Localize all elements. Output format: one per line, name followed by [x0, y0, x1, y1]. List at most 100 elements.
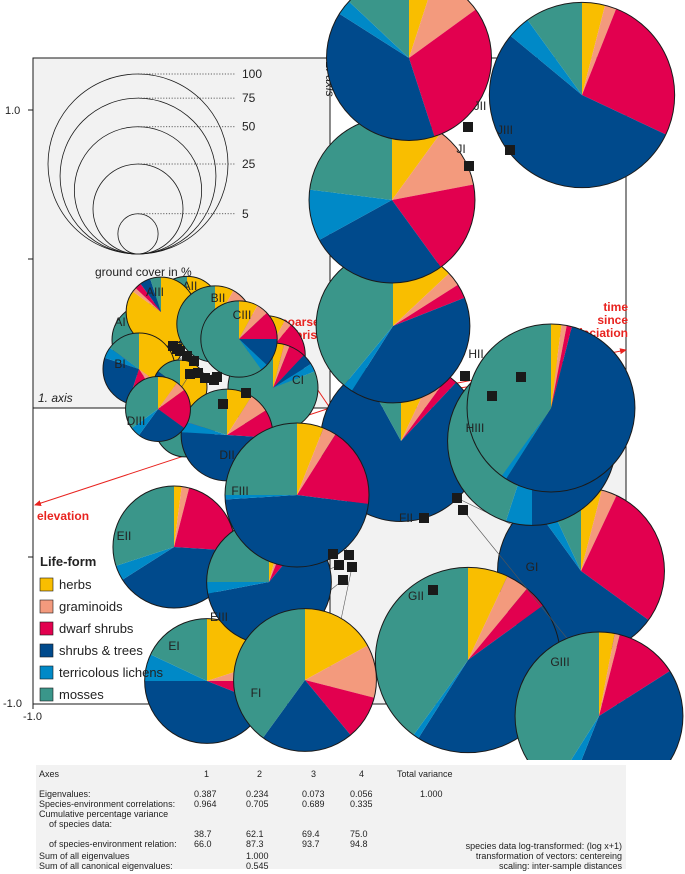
sample-marker-DII	[218, 399, 228, 409]
pie-slice-HIII-lichens	[501, 408, 551, 479]
pie-slice-AIII-shrubs	[140, 278, 161, 312]
pie-slice-AIII-dwarf	[135, 283, 161, 312]
lifeform-swatch-lichens	[39, 665, 54, 680]
pie-slice-JII-shrubs	[326, 13, 435, 141]
lifeform-swatch-herbs	[39, 577, 54, 592]
pie-slice-JIII-shrubs	[489, 35, 666, 188]
pie-slice-JII-lichens	[339, 1, 409, 59]
pie-slice-JIII-graminoids	[582, 5, 617, 95]
pie-JII	[326, 0, 492, 141]
pie-label-FI: FI	[251, 686, 262, 700]
size-legend-title: ground cover in %	[95, 265, 192, 279]
lifeform-label-mosses: mosses	[59, 687, 104, 702]
lifeform-label-herbs: herbs	[59, 577, 92, 592]
pie-slice-JII-mosses	[348, 0, 409, 58]
pie-label-DII: DII	[219, 448, 234, 462]
pie-slice-EI-mosses	[150, 618, 207, 681]
pie-slice-DIII-herbs	[158, 376, 178, 409]
pie-slice-JI-shrubs	[319, 200, 441, 283]
stats-cum-species-v1: 38.7	[194, 829, 212, 839]
stats-cum-env-v4: 94.8	[350, 839, 368, 849]
pie-slice-JII-graminoids	[409, 0, 476, 58]
stats-eigen-2: 0.234	[246, 789, 269, 799]
stats-eigen-label: Eigenvalues:	[39, 789, 91, 799]
pie-label-HII: HII	[468, 347, 483, 361]
connector-GIII	[462, 509, 571, 643]
pie-slice-HII-mosses	[316, 249, 393, 386]
pie-slice-HIII-graminoids	[551, 324, 567, 408]
pie-slice-EII-lichens	[115, 547, 174, 580]
pie-slice-GII-herbs	[468, 567, 508, 660]
pie-slice-GII-dwarf	[468, 588, 543, 660]
size-legend: 100 75 50 25 5	[47, 67, 262, 255]
pie-outline-DIII	[125, 376, 191, 442]
pie-slice-CIII-herbs	[239, 300, 258, 339]
stats-sum-canon-value: 0.545	[246, 861, 269, 871]
pie-FI	[233, 608, 377, 752]
sample-marker-FIII	[344, 550, 354, 560]
pie-slice-FII-dwarf	[401, 375, 457, 441]
pie-slice-GIII-graminoids	[599, 633, 620, 716]
sample-marker-GI	[452, 493, 462, 503]
pie-slice-FIII-dwarf	[297, 434, 369, 505]
stats-cum-species-label: of species data:	[49, 819, 113, 829]
pie-slice-EII-graminoids	[174, 486, 190, 547]
pie-slice-EII-herbs	[174, 485, 182, 547]
sample-marker-FI	[347, 562, 357, 572]
pie-slice-EI-shrubs	[144, 681, 265, 744]
pie-label-FII: FII	[399, 511, 413, 525]
sample-marker-GII	[428, 585, 438, 595]
pie-slice-FIII-herbs	[297, 423, 324, 495]
pie-EII	[112, 485, 236, 609]
pie-slice-FIII-lichens	[225, 495, 297, 500]
pie-slice-GII-lichens	[413, 660, 468, 739]
pie-slice-AIII-graminoids	[132, 288, 161, 312]
pie-slice-HII-shrubs	[351, 297, 470, 403]
pie-label-JIII: JIII	[497, 123, 513, 137]
pie-slice-GIII-shrubs	[581, 671, 683, 760]
pie-slice-BI-mosses	[109, 333, 139, 369]
pie-slice-CI-herbs	[273, 343, 285, 388]
pie-slice-HII-dwarf	[393, 284, 465, 326]
pie-slice-GIII-mosses	[515, 632, 599, 760]
stats-col-2: 2	[257, 769, 263, 779]
pie-slice-EII-mosses	[112, 485, 174, 566]
pie-outline-FIII	[224, 422, 370, 568]
pie-slice-FI-dwarf	[305, 680, 375, 736]
lifeform-swatch-dwarf	[39, 621, 54, 636]
sample-marker-EIII	[334, 560, 344, 570]
pie-slice-EII-shrubs	[122, 547, 235, 609]
sample-marker-CIII	[212, 372, 222, 382]
pie-slice-HII-lichens	[343, 326, 393, 391]
pie-slice-JI-dwarf	[392, 184, 475, 268]
pie-slice-HIII-mosses	[467, 324, 551, 476]
pie-slice-FIII-shrubs	[225, 495, 369, 567]
pie-slice-EIII-lichens	[206, 582, 269, 594]
pie-outline-HIII	[466, 323, 636, 493]
stats-cum-species-v2: 62.1	[246, 829, 264, 839]
sample-marker-BI	[182, 351, 192, 361]
sample-marker-AIII	[168, 341, 178, 351]
stats-corr-3: 0.689	[302, 799, 325, 809]
pie-slice-FI-mosses	[233, 608, 305, 738]
pie-slice-JIII-lichens	[510, 20, 582, 95]
statistics-table: Axes 1 2 3 4 Total variance Eigenvalues:…	[36, 765, 626, 871]
pie-slice-GIII-lichens	[571, 716, 599, 760]
pie-slice-CI-shrubs	[273, 355, 311, 388]
stats-eigen-3: 0.073	[302, 789, 325, 799]
vector-label-3: elevation	[37, 509, 89, 523]
stats-col-3: 3	[311, 769, 317, 779]
sample-marker-DI	[193, 368, 203, 378]
pie-slice-JII-dwarf	[409, 9, 492, 137]
stats-corr-label: Species-environment correlations:	[39, 799, 176, 809]
pie-label-JII: JII	[474, 99, 487, 113]
pie-slice-CIII-mosses	[200, 300, 262, 378]
lifeform-legend-title: Life-form	[40, 554, 96, 569]
stats-corr-1: 0.964	[194, 799, 217, 809]
pie-DIII	[125, 376, 191, 442]
lifeform-label-dwarf: dwarf shrubs	[59, 621, 134, 636]
pie-slice-HIII-herbs	[551, 324, 562, 408]
pie-outline-GIII	[514, 631, 684, 760]
pie-slice-GII-mosses	[375, 567, 468, 735]
sample-marker-HII	[460, 371, 470, 381]
